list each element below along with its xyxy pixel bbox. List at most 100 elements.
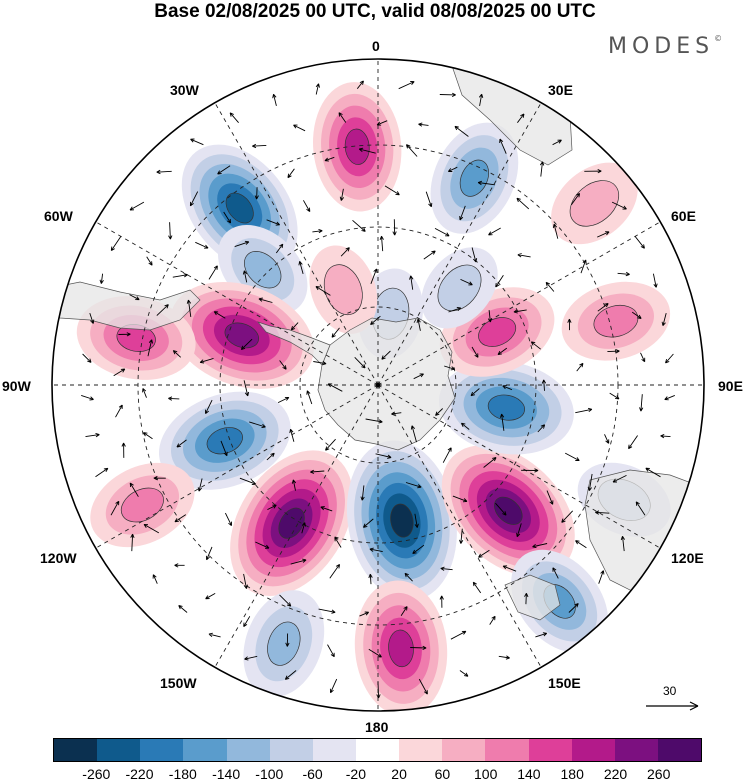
wind-vector <box>208 265 218 280</box>
colorbar-swatch <box>269 739 313 761</box>
wind-vector <box>324 156 335 162</box>
lon-label-90e: 90E <box>718 378 743 394</box>
meridian-60e <box>377 221 661 386</box>
colorbar-tick-label: 140 <box>517 766 541 782</box>
lon-label-180: 180 <box>365 719 389 735</box>
wind-vector <box>425 191 433 208</box>
colorbar-tick-label: -220 <box>125 766 154 782</box>
wind-vector <box>398 81 415 90</box>
wind-vector <box>254 187 259 200</box>
wind-vector <box>369 547 383 553</box>
wind-vector <box>412 544 425 555</box>
wind-vector <box>384 185 400 196</box>
colorbar-tick-label: 220 <box>603 766 628 782</box>
latitude-circle-70s <box>219 226 537 544</box>
anomaly-center-21 <box>551 162 638 245</box>
colorbar-tick-label: -180 <box>168 766 197 782</box>
wind-vector <box>110 236 122 251</box>
wind-vector <box>81 394 94 401</box>
meridian-30e <box>377 102 542 386</box>
wind-vector <box>537 424 546 433</box>
wind-vector <box>460 422 470 430</box>
wind-vector <box>552 139 562 146</box>
lon-label-120e: 120E <box>671 550 704 566</box>
copyright-mark: © <box>714 34 723 43</box>
wind-vector <box>329 678 338 694</box>
wind-vector <box>223 211 232 224</box>
colorbar-tick-label: 60 <box>434 766 451 782</box>
anomaly-center-10 <box>346 440 457 601</box>
wind-vector <box>205 593 216 600</box>
wind-vector <box>483 457 497 468</box>
wind-vector <box>146 256 153 266</box>
wind-vector <box>339 188 345 201</box>
map-title: Base 02/08/2025 00 UTC, valid 08/08/2025… <box>154 1 596 22</box>
wind-vector <box>497 347 508 356</box>
wind-vector <box>639 394 644 412</box>
wind-vector <box>290 558 307 565</box>
wind-vector <box>285 633 290 647</box>
wind-vector <box>413 373 424 380</box>
modes-logo: MODES© <box>608 34 722 59</box>
colorbar-tick-label: 260 <box>647 766 671 782</box>
wind-vector <box>516 197 530 210</box>
wind-vector <box>142 388 147 398</box>
wind-vector <box>362 518 374 528</box>
wind-vector <box>460 278 473 286</box>
wind-vector <box>410 425 417 443</box>
wind-vector <box>660 433 671 439</box>
wind-vector <box>197 478 203 492</box>
wind-vector <box>617 271 630 277</box>
wind-vector <box>252 143 267 149</box>
wind-vector <box>329 564 341 579</box>
wind-vector <box>293 124 306 132</box>
wind-vector <box>213 311 226 319</box>
wind-vector <box>172 350 182 358</box>
wind-vector <box>597 303 609 312</box>
colorbar-swatch <box>312 739 356 761</box>
wind-vector <box>517 113 525 123</box>
wind-vector <box>587 473 593 491</box>
wind-vector <box>513 309 527 314</box>
wind-vector <box>370 268 378 284</box>
wind-vector <box>275 243 284 254</box>
wind-vector <box>634 236 645 249</box>
wind-vector <box>459 205 466 221</box>
wind-vector <box>620 535 625 552</box>
lon-label-120w: 120W <box>40 550 77 566</box>
lon-label-30e: 30E <box>548 82 573 98</box>
wind-vector <box>234 240 250 248</box>
wind-vector <box>95 467 109 478</box>
anomaly-center-1 <box>430 122 519 234</box>
wind-vector <box>489 615 496 625</box>
wind-vector <box>130 533 135 552</box>
wind-vector <box>143 432 153 440</box>
wind-vector <box>452 495 468 503</box>
wind-vector <box>334 536 342 548</box>
anomaly-contour <box>390 503 414 538</box>
wind-vector <box>472 581 482 594</box>
wind-vector <box>152 574 158 584</box>
wind-vector <box>205 546 213 561</box>
colorbar-tick-label: -100 <box>255 766 284 782</box>
wind-vector <box>477 180 495 186</box>
lon-label-60w: 60W <box>44 208 73 224</box>
colorbar-swatch <box>226 739 270 761</box>
wind-vector <box>652 273 658 288</box>
colorbar-swatch <box>614 739 658 761</box>
wind-vector <box>404 572 413 582</box>
colorbar-tick-label: 100 <box>474 766 498 782</box>
wind-vector <box>584 168 602 174</box>
anomaly-contour <box>225 192 254 224</box>
wind-vector <box>375 453 392 459</box>
wind-vector <box>487 310 493 323</box>
wind-vector <box>418 678 428 695</box>
anomaly-contour <box>323 264 363 316</box>
colorbar-swatch <box>355 739 400 761</box>
wind-vector <box>224 512 232 526</box>
wind-vector <box>635 501 646 516</box>
wind-vector <box>189 191 199 207</box>
wind-vector <box>631 311 642 319</box>
colorbar-swatch <box>140 739 184 761</box>
anomaly-center-12 <box>438 360 574 455</box>
